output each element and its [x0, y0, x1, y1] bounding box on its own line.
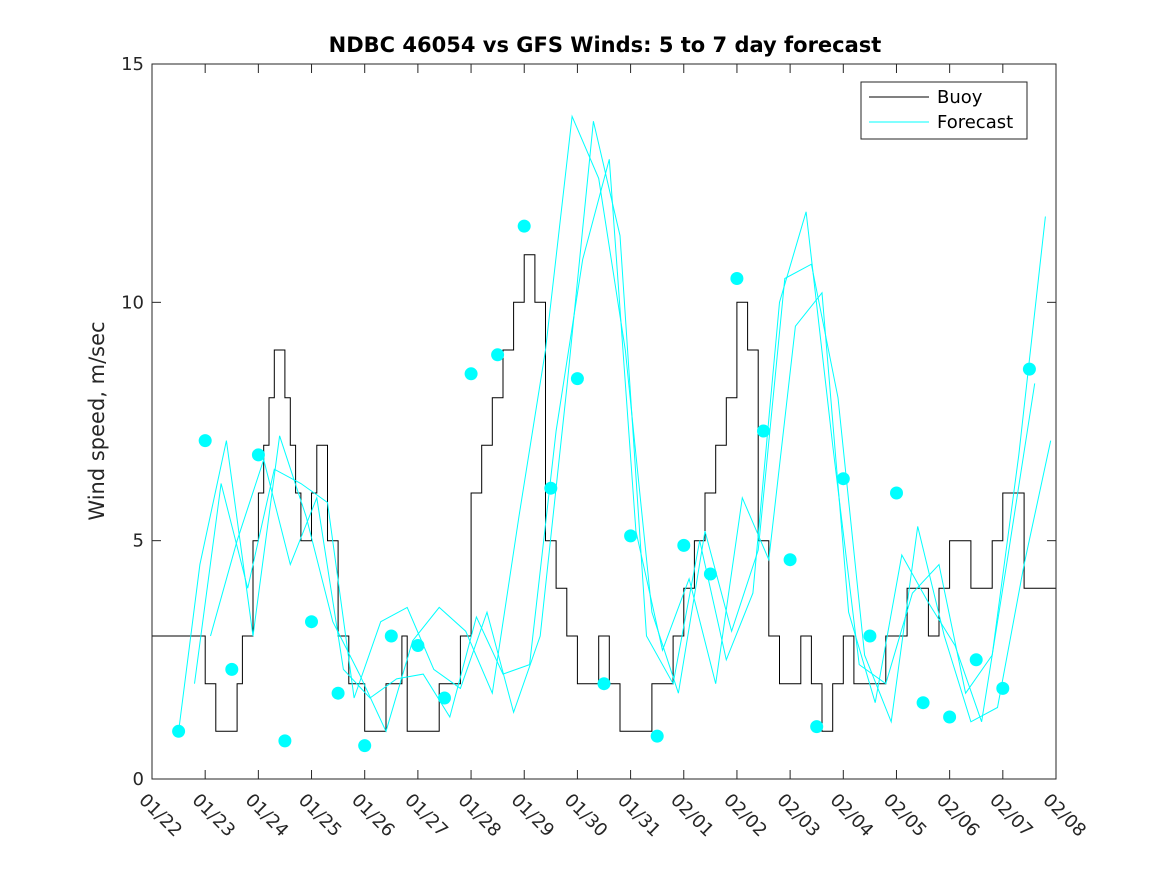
forecast-marker	[863, 629, 877, 643]
forecast-marker	[544, 481, 558, 495]
forecast-marker	[969, 653, 983, 667]
forecast-marker	[890, 486, 903, 500]
forecast-marker	[358, 739, 372, 753]
forecast-marker	[650, 729, 664, 743]
forecast-marker	[464, 367, 478, 381]
forecast-series-line-2	[194, 121, 1046, 715]
y-axis-label: Wind speed, m/sec	[85, 321, 109, 520]
forecast-marker	[198, 434, 212, 448]
forecast-series-line-3	[210, 159, 1036, 722]
forecast-marker	[172, 724, 186, 738]
legend: Buoy Forecast	[860, 81, 1028, 140]
y-tick-label: 0	[133, 769, 144, 790]
chart-title: NDBC 46054 vs GFS Winds: 5 to 7 day fore…	[329, 33, 882, 57]
forecast-marker	[438, 691, 451, 705]
forecast-series-line-1	[178, 114, 1052, 733]
forecast-marker	[570, 372, 584, 386]
forecast-marker	[810, 720, 824, 734]
legend-box	[860, 81, 1028, 140]
buoy-series-line	[152, 254, 1056, 732]
forecast-marker	[757, 424, 770, 438]
forecast-marker	[597, 677, 611, 691]
forecast-marker	[783, 553, 797, 567]
legend-buoy-label: Buoy	[937, 87, 983, 108]
forecast-marker	[225, 662, 239, 676]
y-axis: 0 5 10 15	[121, 54, 1056, 790]
forecast-marker	[251, 448, 265, 462]
legend-forecast-label: Forecast	[937, 112, 1013, 133]
forecast-marker	[996, 681, 1010, 695]
forecast-marker	[491, 348, 505, 362]
y-tick-label: 5	[133, 531, 144, 552]
forecast-marker	[943, 710, 957, 724]
y-tick-label: 15	[121, 54, 144, 75]
forecast-marker	[836, 472, 850, 486]
plot-area	[152, 114, 1056, 753]
forecast-marker	[517, 219, 531, 233]
y-tick-label: 10	[121, 292, 144, 313]
forecast-marker	[677, 538, 691, 552]
forecast-marker	[624, 529, 638, 543]
axes-box	[151, 63, 1057, 780]
forecast-marker	[703, 567, 717, 581]
forecast-marker	[384, 629, 398, 643]
forecast-marker	[305, 615, 318, 629]
forecast-marker	[331, 686, 345, 700]
forecast-marker	[916, 696, 930, 710]
forecast-marker	[278, 734, 292, 748]
forecast-marker	[1022, 362, 1036, 376]
forecast-marker	[411, 639, 425, 652]
forecast-marker	[730, 272, 744, 285]
